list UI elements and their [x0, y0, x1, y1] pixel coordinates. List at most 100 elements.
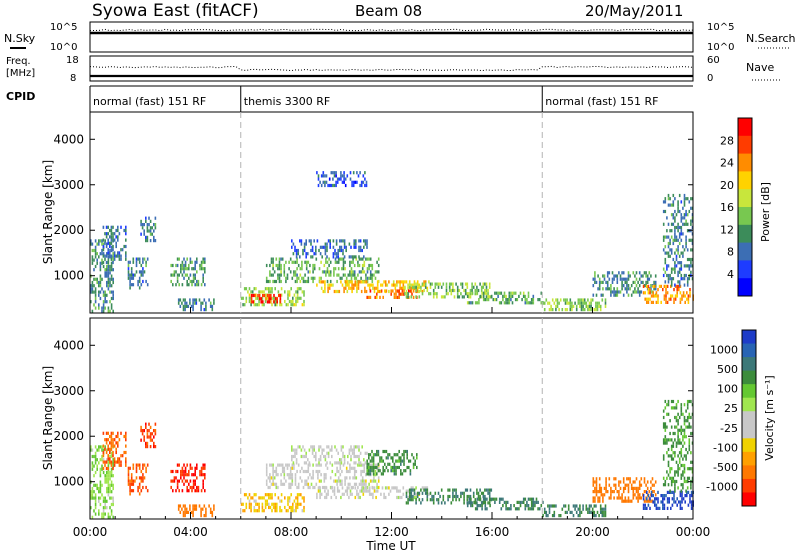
power-cell [359, 171, 361, 175]
velocity-cell [325, 492, 328, 496]
power-cell [272, 296, 275, 300]
power-cell [683, 273, 686, 278]
velocity-cell [296, 493, 299, 497]
power-cell [104, 257, 106, 261]
power-cell [396, 283, 398, 287]
velocity-cell [396, 453, 399, 457]
velocity-cell [632, 496, 635, 500]
velocity-cell [272, 473, 274, 477]
power-cell [199, 267, 201, 271]
velocity-cell [353, 445, 355, 449]
velocity-cell [598, 514, 600, 518]
velocity-cell [307, 469, 310, 474]
velocity-cell [637, 493, 639, 497]
noise-right-label: N.Search [746, 32, 796, 45]
power-cell [303, 299, 305, 304]
power-cell [110, 241, 113, 245]
velocity-cell [90, 493, 92, 497]
velocity-cell [399, 495, 401, 500]
velocity-cell [342, 454, 344, 459]
velocity-cell [534, 500, 536, 504]
velocity-cell [372, 492, 374, 496]
power-cell [624, 280, 627, 284]
velocity-cell [595, 477, 598, 481]
velocity-cell [140, 425, 142, 429]
power-cell [175, 283, 177, 287]
power-cell [643, 284, 646, 288]
velocity-cell [469, 494, 472, 499]
power-cell [335, 252, 338, 256]
velocity-cell [643, 477, 646, 481]
velocity-cell [666, 441, 668, 445]
velocity-cell [670, 506, 672, 510]
power-cell [283, 273, 286, 277]
velocity-cell [200, 507, 202, 511]
velocity-cell [613, 496, 615, 500]
power-cell [94, 252, 97, 256]
velocity-cell [682, 486, 684, 490]
velocity-cell [494, 497, 496, 501]
velocity-cell [683, 435, 686, 439]
power-cell [420, 288, 422, 293]
velocity-cell [372, 465, 375, 470]
velocity-cell [188, 482, 190, 486]
power-cell [482, 298, 485, 302]
velocity-cell [412, 488, 414, 492]
power-cell [253, 287, 256, 291]
velocity-cell [186, 463, 188, 467]
power-cell [575, 304, 578, 308]
velocity-cell [138, 485, 141, 490]
velocity-cell [379, 456, 381, 460]
power-cell [98, 306, 100, 310]
velocity-cell [678, 451, 681, 455]
power-cell [376, 280, 379, 284]
power-cell [350, 245, 352, 249]
velocity-cell [613, 490, 615, 494]
velocity-cell [319, 454, 322, 459]
velocity-cell [368, 486, 371, 490]
power-cell [688, 200, 691, 204]
power-cell [569, 304, 572, 308]
power-cell [145, 219, 147, 223]
velocity-cell [603, 493, 606, 497]
velocity-cell [365, 479, 367, 483]
velocity-cell [535, 500, 538, 504]
power-cell [634, 280, 636, 284]
velocity-cell [135, 476, 138, 480]
velocity-cell [188, 473, 190, 477]
velocity-cell [479, 497, 482, 501]
velocity-cell [336, 486, 339, 490]
power-cell [384, 289, 386, 293]
velocity-cell [455, 491, 457, 495]
velocity-cell [112, 444, 114, 448]
power-cell [358, 239, 360, 243]
power-cell [664, 200, 667, 204]
power-cell [302, 248, 304, 253]
velocity-cell [463, 491, 465, 495]
power-cell [511, 301, 514, 305]
velocity-cell [354, 486, 357, 490]
power-cell [511, 291, 514, 295]
power-cell [662, 209, 665, 214]
power-cell [391, 283, 393, 287]
power-cell [677, 251, 679, 255]
power-cell [325, 260, 327, 264]
velocity-cell [191, 473, 193, 477]
velocity-cell [373, 476, 375, 480]
velocity-cell [251, 496, 254, 500]
velocity-cell [269, 479, 271, 483]
velocity-cell [481, 504, 483, 508]
power-cell [192, 273, 195, 277]
velocity-cell [677, 454, 679, 458]
power-cell [594, 274, 596, 278]
power-cell [183, 276, 185, 280]
power-cell [170, 279, 172, 284]
velocity-cell [632, 493, 635, 497]
power-cell [685, 241, 687, 246]
velocity-cell [373, 479, 375, 483]
velocity-cell [317, 473, 319, 477]
velocity-cell [447, 494, 449, 499]
power-cell [335, 180, 337, 184]
velocity-cell [647, 494, 650, 498]
